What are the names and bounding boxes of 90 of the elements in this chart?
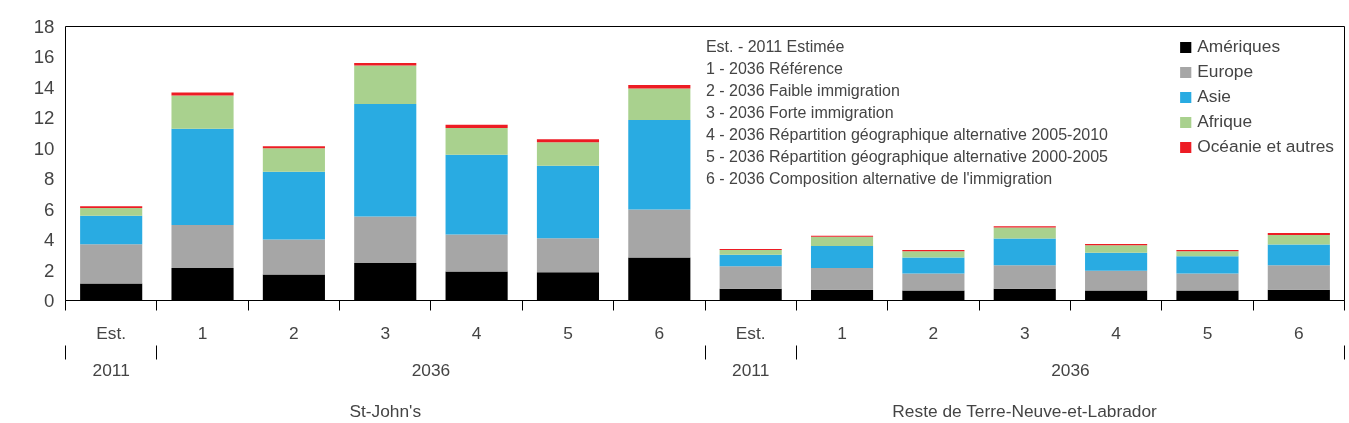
- bar: [1085, 245, 1148, 253]
- text: 2036: [1051, 359, 1090, 380]
- annotation: Est. - 2011 Estimée: [705, 37, 845, 55]
- x-tick-label: Est.: [96, 322, 127, 343]
- bar: [536, 238, 600, 273]
- annotation: 4 - 2036 Répartition géographique alternative 2005-2010: [705, 125, 1109, 143]
- x-tick-label: 1: [197, 322, 208, 343]
- bar: [628, 120, 691, 210]
- x-tick-label: 4: [471, 322, 482, 343]
- bar: [354, 216, 417, 264]
- x-tick-label: 3: [1019, 322, 1030, 343]
- bar: [262, 171, 325, 240]
- x-tick-label: 3: [380, 322, 391, 343]
- bar: [262, 146, 325, 149]
- annotation: 3 - 2036 Forte immigration: [705, 103, 894, 121]
- bar: [1267, 244, 1330, 266]
- bar: [80, 215, 143, 245]
- bar: [902, 273, 965, 291]
- bar: [810, 267, 874, 290]
- y-tick-label: 2: [44, 259, 55, 281]
- legend-label: Amériques: [1197, 36, 1281, 57]
- x-tick-label: 5: [1202, 322, 1213, 343]
- y-tick-label: 0: [44, 290, 55, 311]
- bar: [1176, 251, 1239, 257]
- bar: [993, 227, 1056, 239]
- x-tick-label: 2: [289, 322, 299, 343]
- x-tick-label: Est.: [735, 322, 766, 343]
- bar: [354, 63, 417, 66]
- bar: [1267, 265, 1330, 290]
- bar: [719, 266, 782, 289]
- bar: [810, 246, 874, 268]
- bar: [1085, 252, 1148, 271]
- y-tick-label: 8: [44, 168, 55, 190]
- bar: [993, 238, 1056, 266]
- x-tick-label: 5: [563, 322, 573, 343]
- x-tick-label: 6: [1294, 322, 1304, 343]
- bar: [536, 139, 600, 143]
- bar: [445, 154, 508, 235]
- legend-label: Océanie et autres: [1197, 136, 1334, 157]
- bar: [1267, 234, 1330, 245]
- x-tick-label: 1: [837, 322, 847, 343]
- bar: [902, 257, 965, 274]
- annotation: 2 - 2036 Faible immigration: [705, 81, 900, 99]
- text: 2011: [732, 359, 770, 380]
- bar: [1176, 273, 1239, 291]
- bar: [810, 236, 874, 246]
- text: 2036: [411, 359, 451, 380]
- bar: [80, 244, 143, 284]
- bar: [80, 207, 143, 216]
- text: 2011: [92, 359, 130, 380]
- bar: [536, 165, 600, 239]
- bar: [171, 92, 234, 96]
- y-tick-label: 12: [33, 107, 55, 129]
- y-tick-label: 14: [33, 76, 55, 98]
- text: St-John's: [349, 400, 422, 421]
- bar: [628, 88, 691, 121]
- bar: [171, 95, 234, 129]
- legend-label: Afrique: [1197, 111, 1253, 132]
- bar: [536, 142, 600, 166]
- bar: [171, 225, 234, 269]
- annotation: 1 - 2036 Référence: [705, 59, 843, 77]
- bar: [1176, 256, 1239, 274]
- x-tick-label: 6: [654, 322, 665, 343]
- x-tick-label: 2: [928, 322, 939, 343]
- bar: [262, 148, 325, 172]
- bar: [1085, 270, 1148, 291]
- y-tick-label: 18: [33, 16, 55, 37]
- bar: [719, 254, 782, 267]
- annotation: 5 - 2036 Répartition géographique alternative 2000-2005: [705, 147, 1109, 165]
- bar: [628, 85, 691, 89]
- bar: [993, 265, 1056, 289]
- bar: [354, 103, 417, 217]
- y-tick-label: 10: [33, 137, 55, 159]
- bar: [902, 251, 965, 258]
- legend-label: Europe: [1197, 61, 1254, 82]
- y-tick-label: 16: [33, 46, 55, 68]
- bar: [628, 209, 691, 258]
- bar: [445, 127, 508, 155]
- bar: [445, 234, 508, 272]
- y-tick-label: 4: [44, 229, 55, 251]
- bar: [171, 128, 234, 225]
- bar: [354, 65, 417, 104]
- y-tick-label: 6: [44, 198, 55, 220]
- annotation: 6 - 2036 Composition alternative de l'immigration: [705, 169, 1053, 187]
- text: Reste de Terre-Neuve-et-Labrador: [892, 400, 1158, 421]
- bar: [719, 249, 782, 255]
- bar: [445, 124, 508, 128]
- legend-label: Asie: [1197, 86, 1231, 107]
- bar: [262, 239, 325, 275]
- x-tick-label: 4: [1111, 322, 1122, 343]
